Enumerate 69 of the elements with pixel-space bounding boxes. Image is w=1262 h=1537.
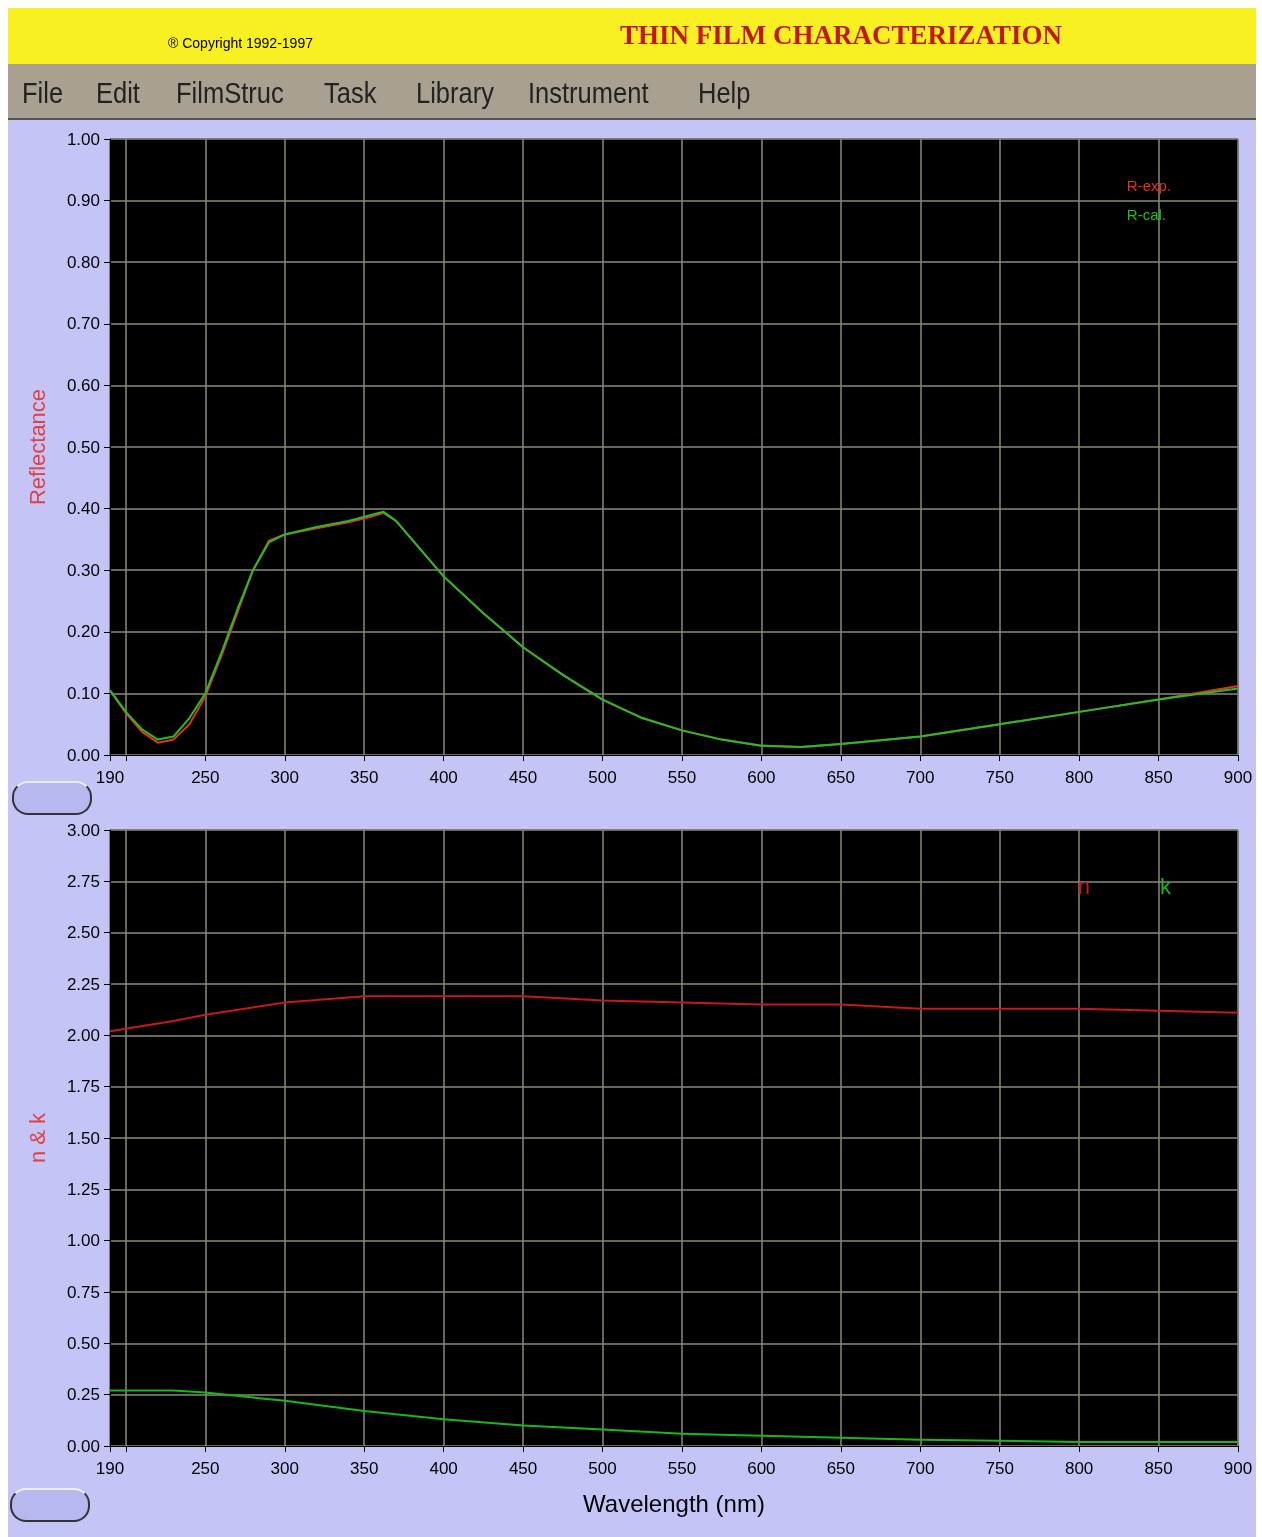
- y-tick-label: 0.25: [66, 1385, 100, 1405]
- chart-title: THIN FILM CHARACTERIZATION: [620, 20, 1063, 51]
- x-tick-label: 900: [1223, 1459, 1253, 1478]
- y-tick-label: 0.80: [66, 252, 100, 272]
- x-tick-label: 250: [191, 768, 220, 787]
- y-tick-label: 1.50: [66, 1128, 100, 1148]
- x-tick-label: 450: [508, 1459, 538, 1478]
- x-tick-label: 600: [747, 768, 776, 787]
- y-tick-label: 1.00: [66, 129, 100, 149]
- y-axis-title: n & k: [24, 1111, 50, 1164]
- y-tick-label: 2.00: [66, 1025, 100, 1045]
- text: n: [1077, 873, 1091, 899]
- x-tick-label: 750: [985, 768, 1014, 787]
- text: Instrument: [528, 76, 649, 110]
- y-tick-label: 1.00: [66, 1231, 100, 1251]
- y-tick-label: 0.10: [66, 683, 100, 703]
- x-tick-label: 550: [667, 1459, 697, 1478]
- x-tick-label: 350: [350, 768, 379, 787]
- y-tick-label: 0.40: [66, 499, 100, 519]
- x-tick-label: 650: [826, 768, 855, 787]
- x-axis-title: Wavelength (nm): [583, 1489, 765, 1517]
- x-tick-label: 450: [508, 768, 538, 787]
- text: FilmStruc: [176, 76, 284, 110]
- y-tick-label: 0.50: [66, 437, 100, 457]
- text: R-exp.: [1126, 177, 1172, 194]
- x-tick-label: 300: [270, 1459, 299, 1478]
- text: ® Copyright 1992-1997: [168, 35, 313, 51]
- x-tick-label: 400: [429, 768, 458, 787]
- x-tick-label: 250: [191, 1459, 220, 1478]
- x-tick-label: 300: [270, 768, 299, 787]
- y-tick-label: 1.25: [66, 1179, 100, 1199]
- y-tick-label: 2.25: [66, 974, 100, 994]
- x-tick-label: 800: [1064, 1459, 1094, 1478]
- text: File: [22, 76, 64, 110]
- x-tick-label: 850: [1144, 1459, 1173, 1478]
- y-tick-label: 0.75: [66, 1282, 100, 1302]
- x-tick-label: 700: [906, 1459, 935, 1478]
- text: Help: [698, 76, 751, 110]
- x-tick-label: 400: [429, 1459, 458, 1478]
- y-tick-label: 0.30: [66, 560, 100, 580]
- y-tick-label: 3.00: [66, 820, 100, 840]
- x-tick-label: 600: [747, 1459, 776, 1478]
- x-tick-label: 190: [95, 1459, 125, 1478]
- y-tick-label: 2.50: [66, 923, 100, 943]
- x-tick-label: 500: [588, 768, 617, 787]
- x-tick-label: 750: [985, 1459, 1014, 1478]
- x-tick-label: 190: [95, 768, 125, 787]
- y-tick-label: 0.00: [66, 1436, 100, 1456]
- y-tick-label: 0.00: [66, 745, 100, 765]
- y-tick-label: 0.60: [66, 375, 100, 395]
- x-tick-label: 550: [667, 768, 697, 787]
- y-tick-label: 0.70: [66, 314, 100, 334]
- y-tick-label: 2.75: [66, 871, 100, 891]
- x-tick-label: 500: [588, 1459, 617, 1478]
- x-tick-label: 800: [1064, 768, 1094, 787]
- y-tick-label: 0.90: [66, 191, 100, 211]
- x-tick-label: 700: [906, 768, 935, 787]
- text: Edit: [96, 76, 140, 110]
- y-tick-label: 0.20: [66, 622, 100, 642]
- text: Task: [324, 76, 377, 110]
- text: R-cal.: [1126, 206, 1166, 223]
- x-tick-label: 350: [350, 1459, 379, 1478]
- x-tick-label: 650: [826, 1459, 855, 1478]
- x-tick-label: 850: [1144, 768, 1173, 787]
- y-tick-label: 0.50: [66, 1333, 100, 1353]
- y-tick-label: 1.75: [66, 1077, 100, 1097]
- text: Library: [416, 76, 494, 110]
- x-tick-label: 900: [1223, 768, 1253, 787]
- y-axis-title: Reflectance: [24, 388, 50, 506]
